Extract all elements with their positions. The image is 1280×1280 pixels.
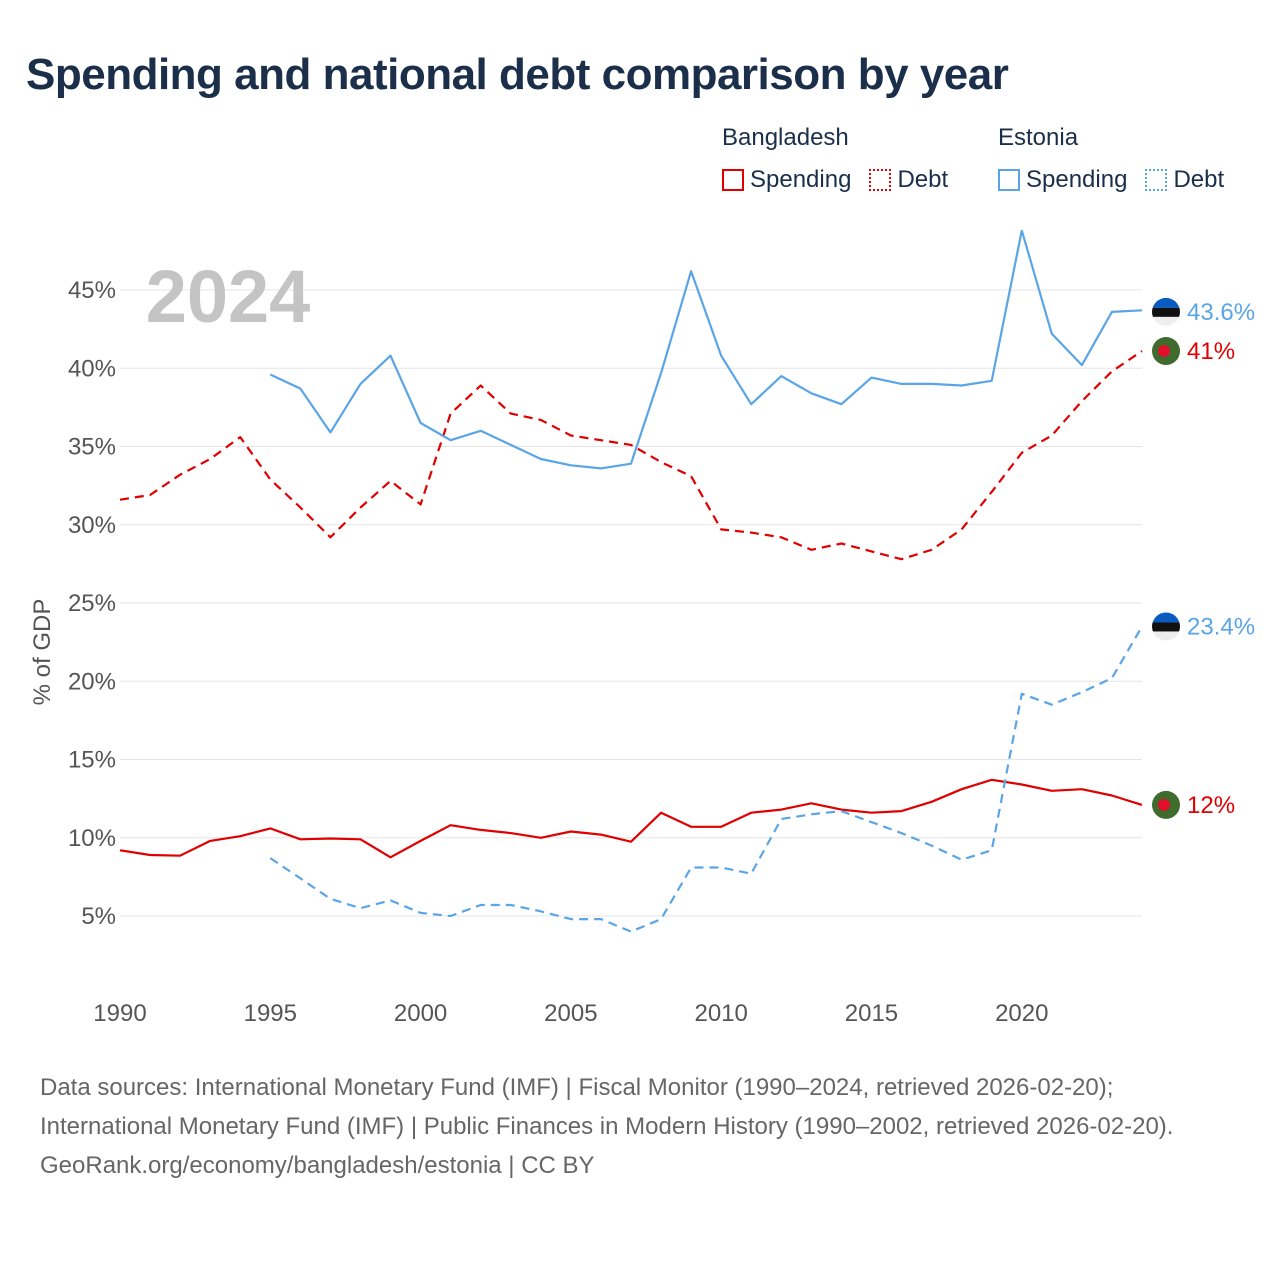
legend-item-estonia-spending[interactable]: Spending xyxy=(998,166,1127,194)
flag-stripe-blue xyxy=(1152,297,1180,308)
y-tick-label: 30% xyxy=(68,512,116,539)
y-tick-label: 40% xyxy=(68,355,116,382)
end-value-label: 41% xyxy=(1187,338,1235,365)
y-tick-label: 45% xyxy=(68,277,116,304)
x-tick-label: 2020 xyxy=(995,1000,1048,1027)
footer: Data sources: International Monetary Fun… xyxy=(40,1068,1240,1185)
end-value-label: 23.4% xyxy=(1187,613,1255,640)
legend-label: Spending xyxy=(1026,166,1128,193)
flag-icon-estonia xyxy=(1152,297,1180,326)
legend-group-estonia: Estonia Spending Debt xyxy=(998,124,1224,194)
series-lines xyxy=(119,230,1143,933)
y-tick-label: 10% xyxy=(68,825,116,852)
year-watermark: 2024 xyxy=(146,255,311,338)
flag-stripe-white xyxy=(1152,316,1180,326)
flag-disc xyxy=(1158,798,1170,811)
legend-label: Debt xyxy=(1173,166,1225,193)
legend-item-estonia-debt[interactable]: Debt xyxy=(1145,166,1224,194)
flag-icon-bangladesh xyxy=(1152,790,1180,819)
x-axis-ticks: 1990 1995 2000 2005 2010 2015 2020 xyxy=(93,1000,1048,1027)
x-tick-label: 2010 xyxy=(694,1000,747,1027)
series-end-markers: 43.6% 41% 23.4% 12% xyxy=(1152,297,1255,819)
series-line-estonia-spending xyxy=(269,230,1143,470)
x-tick-label: 1990 xyxy=(93,1000,146,1027)
flag-disc xyxy=(1158,345,1170,358)
y-axis-label: % of GDP xyxy=(29,599,56,706)
attribution: GeoRank.org/economy/bangladesh/estonia |… xyxy=(40,1152,595,1179)
legend-group-title: Bangladesh xyxy=(722,124,849,151)
legend-swatch-dotted xyxy=(1145,169,1168,191)
legend-label: Debt xyxy=(897,166,949,193)
x-tick-label: 1995 xyxy=(244,1000,297,1027)
line-chart: 5% 10% 15% 20% 25% 30% 35% 40% 45% 1990 1995 2000 2… xyxy=(29,230,1255,1027)
flag-stripe-black xyxy=(1152,307,1180,317)
y-tick-label: 20% xyxy=(68,668,116,695)
flag-icon-bangladesh xyxy=(1152,337,1180,366)
legend-label: Spending xyxy=(750,166,852,193)
x-tick-label: 2005 xyxy=(544,1000,597,1027)
y-tick-label: 35% xyxy=(68,434,116,461)
flag-stripes xyxy=(1152,612,1180,641)
flag-icon-estonia xyxy=(1152,612,1180,641)
flag-stripe-black xyxy=(1152,622,1180,632)
data-sources: Data sources: International Monetary Fun… xyxy=(40,1074,1174,1140)
legend-swatch-solid xyxy=(998,169,1020,191)
legend-item-bangladesh-spending[interactable]: Spending xyxy=(722,166,851,194)
y-tick-label: 5% xyxy=(81,903,116,930)
y-tick-label: 25% xyxy=(68,590,116,617)
flag-stripe-blue xyxy=(1152,612,1180,623)
chart-title: Spending and national debt comparison by… xyxy=(26,50,1009,99)
gridlines xyxy=(120,289,1142,917)
y-tick-label: 15% xyxy=(68,747,116,774)
x-tick-label: 2000 xyxy=(394,1000,447,1027)
legend-swatch-dotted xyxy=(869,169,892,191)
legend-group-title: Estonia xyxy=(998,124,1079,151)
legend-item-bangladesh-debt[interactable]: Debt xyxy=(869,166,948,194)
series-line-bangladesh-spending xyxy=(119,778,1143,859)
legend-group-bangladesh: Bangladesh Spending Debt xyxy=(722,124,948,194)
end-value-label: 43.6% xyxy=(1187,299,1255,326)
flag-stripe-white xyxy=(1152,631,1180,641)
x-tick-label: 2015 xyxy=(845,1000,898,1027)
series-line-estonia-debt xyxy=(269,625,1143,933)
legend-swatch-solid xyxy=(722,169,744,191)
y-axis-ticks: 5% 10% 15% 20% 25% 30% 35% 40% 45% xyxy=(68,277,116,930)
end-value-label: 12% xyxy=(1187,792,1235,819)
series-line-bangladesh-debt xyxy=(119,350,1143,561)
flag-stripes xyxy=(1152,297,1180,326)
